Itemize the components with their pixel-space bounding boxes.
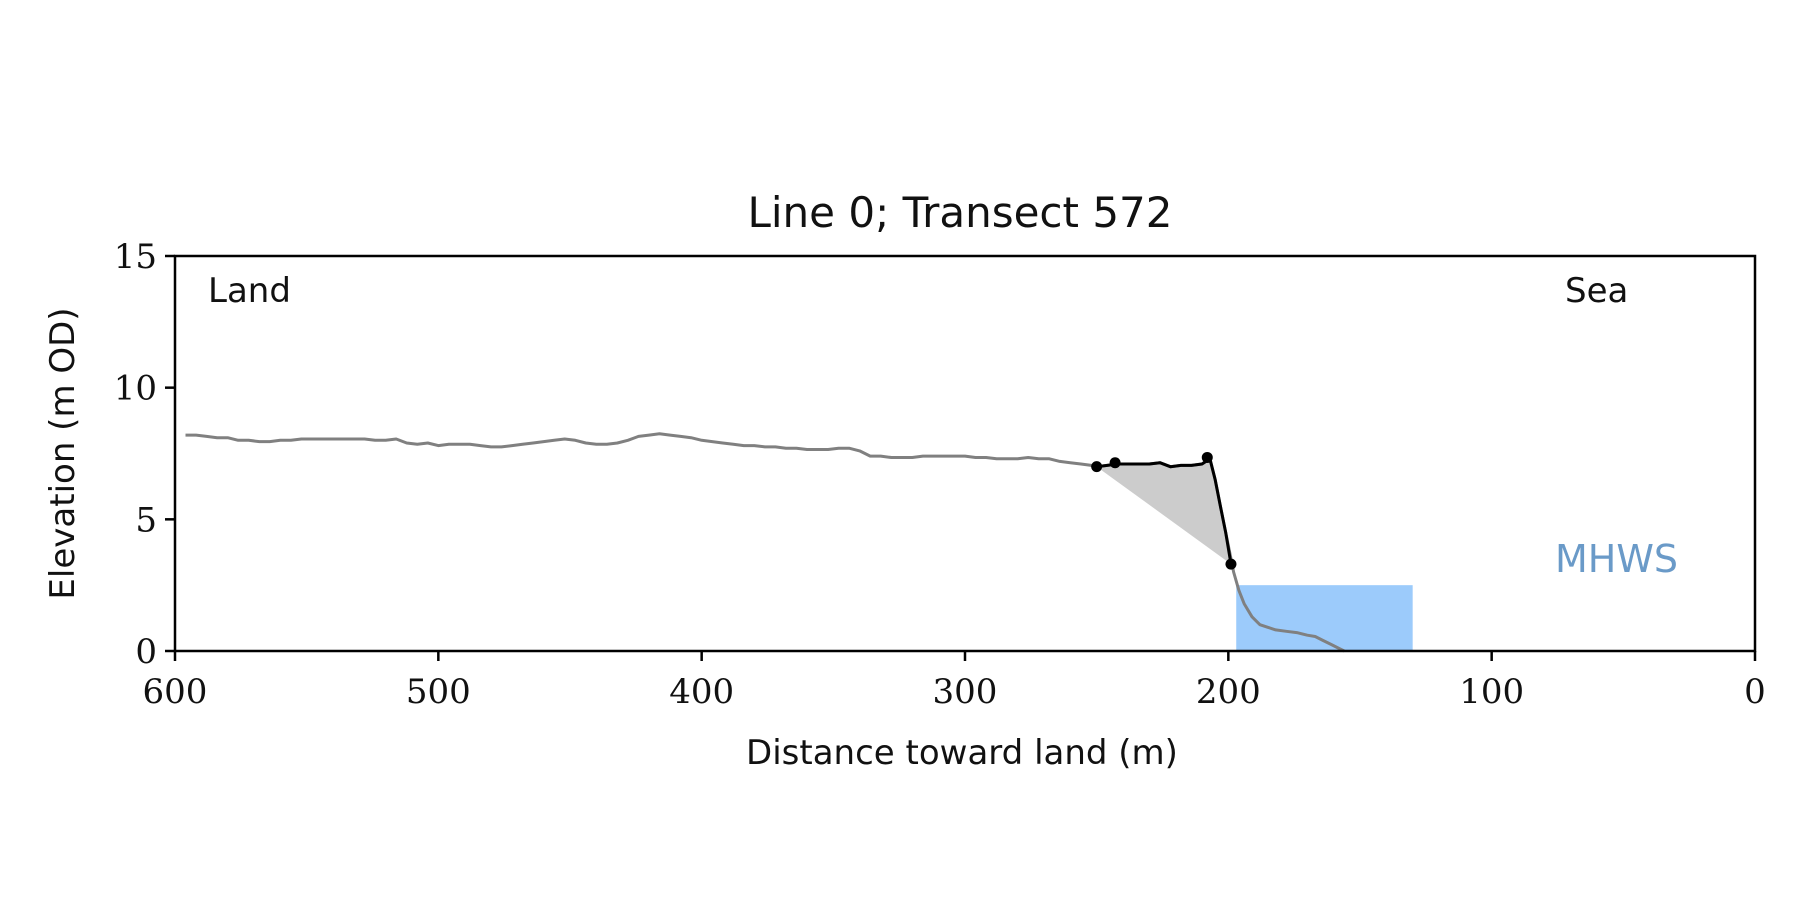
cliff-marker-point bbox=[1201, 451, 1213, 463]
plot-area bbox=[185, 432, 1413, 653]
x-tick-label: 500 bbox=[406, 672, 471, 712]
y-tick-label: 10 bbox=[114, 369, 157, 409]
plot-frame bbox=[173, 254, 1757, 653]
y-tick-label: 15 bbox=[114, 237, 157, 277]
cliff-marker-point bbox=[1109, 457, 1121, 469]
chart-title: Line 0; Transect 572 bbox=[747, 188, 1172, 237]
cliff-shaded-area bbox=[1096, 458, 1231, 565]
y-axis-label: Elevation (m OD) bbox=[43, 307, 83, 599]
x-tick-label: 200 bbox=[1196, 672, 1261, 712]
cliff-highlight-line bbox=[1096, 457, 1233, 565]
y-tick-label: 5 bbox=[135, 500, 157, 540]
mhws-label: MHWS bbox=[1555, 537, 1678, 581]
cliff-marker-point bbox=[1091, 461, 1103, 473]
x-tick-label: 300 bbox=[933, 672, 998, 712]
x-tick-label: 600 bbox=[143, 672, 208, 712]
sea-label: Sea bbox=[1565, 271, 1628, 311]
x-tick-label: 400 bbox=[669, 672, 734, 712]
land-label: Land bbox=[208, 271, 291, 311]
cliff-marker-point bbox=[1225, 558, 1237, 570]
x-tick-label: 0 bbox=[1744, 672, 1766, 712]
y-tick-label: 0 bbox=[135, 632, 157, 672]
axis-ticks: 600 500 400 300 200 100 0 0 5 10 15 bbox=[114, 237, 1766, 712]
x-tick-label: 100 bbox=[1459, 672, 1524, 712]
x-axis-label: Distance toward land (m) bbox=[746, 733, 1178, 773]
